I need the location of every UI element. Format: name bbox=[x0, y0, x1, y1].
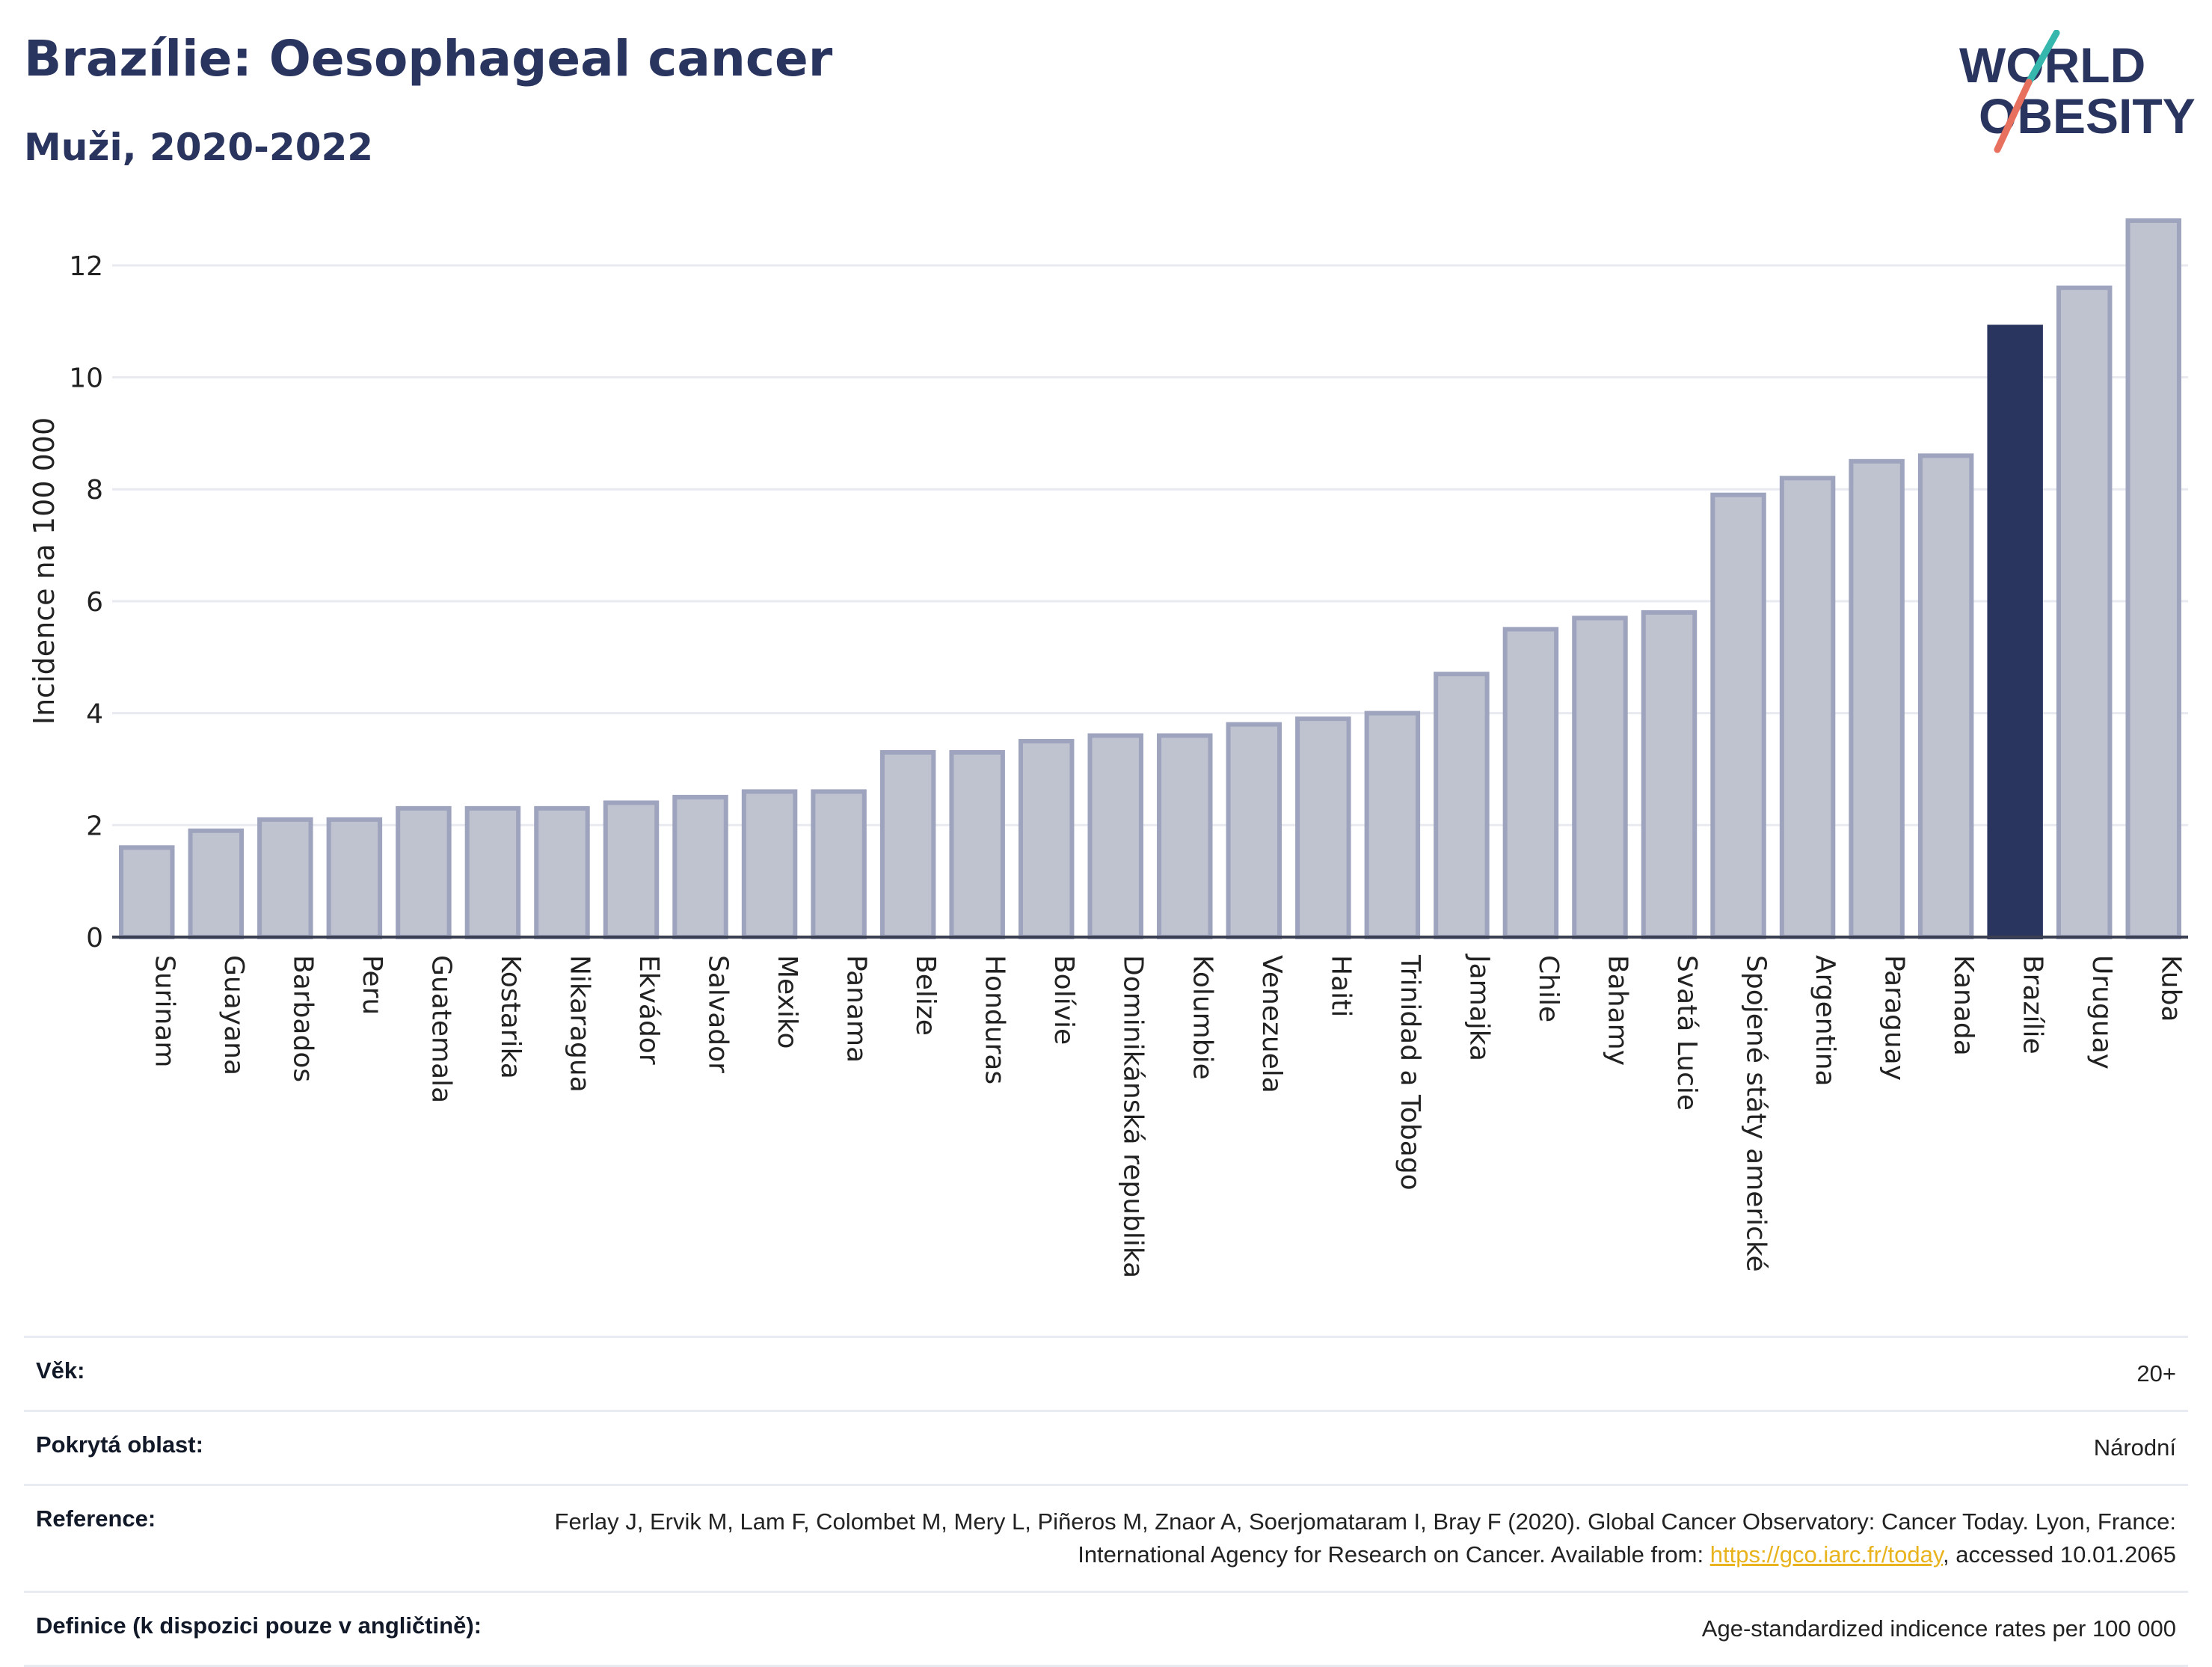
meta-value-reference: Ferlay J, Ervik M, Lam F, Colombet M, Me… bbox=[494, 1505, 2176, 1571]
x-tick-label: Bahamy bbox=[1602, 955, 1632, 1066]
bar bbox=[1434, 672, 1490, 939]
y-tick-label: 2 bbox=[86, 811, 103, 841]
bar-chart: 0 2 4 6 8 10 12 Incidence na 100 000 Surinam Guay… bbox=[28, 218, 2188, 1278]
world-obesity-logo: WORLD OBESITY bbox=[1959, 30, 2196, 153]
x-tick-label: Spojené státy americké bbox=[1741, 955, 1772, 1272]
x-tick-label: Mexiko bbox=[772, 955, 802, 1049]
bar bbox=[119, 845, 175, 939]
x-tick-label: Venezuela bbox=[1256, 955, 1287, 1093]
bar bbox=[2056, 285, 2113, 939]
page-subtitle: Muži, 2020-2022 bbox=[24, 126, 374, 169]
bar bbox=[1157, 733, 1213, 939]
bar bbox=[1364, 710, 1421, 939]
meta-row-age: Věk: 20+ bbox=[24, 1336, 2188, 1410]
bar bbox=[1502, 627, 1559, 939]
bar bbox=[1710, 492, 1766, 939]
logo-slash-coral bbox=[1994, 79, 2033, 153]
x-tick-label: Dominikánská republika bbox=[1118, 955, 1149, 1278]
bar bbox=[1917, 453, 1974, 939]
logo-slash-teal bbox=[2025, 30, 2060, 86]
bar bbox=[464, 805, 521, 940]
y-tick-label: 6 bbox=[86, 587, 103, 618]
x-tick-label: Trinidad a Tobago bbox=[1395, 954, 1425, 1191]
x-tick-label: Haiti bbox=[1325, 955, 1356, 1017]
y-tick-label: 8 bbox=[86, 475, 103, 506]
bar bbox=[534, 805, 590, 940]
x-tick-label: Surinam bbox=[149, 955, 179, 1067]
bar bbox=[1641, 610, 1698, 940]
bar bbox=[1572, 615, 1628, 940]
y-tick-label: 10 bbox=[69, 363, 103, 394]
reference-text: Ferlay J, Ervik M, Lam F, Colombet M, Me… bbox=[554, 1508, 2176, 1568]
meta-value-coverage: Národní bbox=[2093, 1434, 2176, 1461]
x-tick-label: Nikaragua bbox=[564, 955, 595, 1093]
reference-suffix: , accessed 10.01.2065 bbox=[1943, 1541, 2176, 1568]
x-tick-label: Bolívie bbox=[1048, 955, 1079, 1045]
x-tick-label: Paraguay bbox=[1879, 955, 1910, 1081]
meta-row-coverage: Pokrytá oblast: Národní bbox=[24, 1410, 2188, 1484]
x-tick-label: Kuba bbox=[2156, 955, 2187, 1022]
bar bbox=[1987, 325, 2043, 939]
metadata-table: Věk: 20+ Pokrytá oblast: Národní Referen… bbox=[24, 1336, 2188, 1667]
meta-row-definition: Definice (k dispozici pouze v angličtině… bbox=[24, 1591, 2188, 1667]
bar bbox=[257, 817, 313, 940]
x-tick-label: Brazílie bbox=[2018, 955, 2048, 1054]
bar bbox=[603, 800, 660, 940]
bar bbox=[2125, 218, 2181, 939]
x-tick-label: Argentina bbox=[1810, 955, 1840, 1087]
x-tick-label: Jamajka bbox=[1463, 954, 1494, 1061]
page-title: Brazílie: Oesophageal cancer bbox=[24, 30, 833, 88]
reference-link[interactable]: https://gco.iarc.fr/today bbox=[1709, 1541, 1944, 1568]
x-tick-label: Belize bbox=[910, 955, 941, 1036]
x-tick-label: Ekvádor bbox=[633, 955, 664, 1065]
x-tick-label: Kolumbie bbox=[1187, 955, 1217, 1080]
x-tick-label: Honduras bbox=[980, 955, 1010, 1084]
bar bbox=[396, 805, 452, 940]
y-tick-label: 4 bbox=[86, 699, 103, 730]
x-tick-label: Barbados bbox=[287, 955, 318, 1082]
bar bbox=[879, 750, 936, 939]
bar bbox=[1226, 722, 1282, 939]
bar bbox=[1849, 458, 1905, 939]
x-tick-label: Guayana bbox=[218, 955, 249, 1075]
x-tick-label: Chile bbox=[1533, 955, 1564, 1022]
bar bbox=[1018, 739, 1075, 939]
x-tick-label: Salvador bbox=[703, 955, 734, 1073]
x-tick-label: Panama bbox=[841, 955, 872, 1063]
bar bbox=[1087, 733, 1143, 939]
bar bbox=[949, 750, 1005, 939]
bar bbox=[1779, 476, 1836, 939]
bar bbox=[326, 817, 383, 940]
x-tick-label: Peru bbox=[357, 955, 387, 1015]
y-tick-label: 0 bbox=[86, 923, 103, 954]
meta-label-reference: Reference: bbox=[36, 1505, 156, 1532]
x-tick-label: Uruguay bbox=[2086, 955, 2117, 1069]
meta-label-definition: Definice (k dispozici pouze v angličtině… bbox=[36, 1612, 482, 1639]
bar bbox=[672, 794, 728, 940]
y-axis-title: Incidence na 100 000 bbox=[28, 417, 61, 725]
bar bbox=[1295, 716, 1351, 939]
bar bbox=[188, 828, 245, 940]
x-tick-label: Kostarika bbox=[495, 955, 526, 1079]
x-tick-label: Svatá Lucie bbox=[1671, 955, 1702, 1111]
x-tick-label: Kanada bbox=[1948, 955, 1979, 1056]
meta-value-age: 20+ bbox=[2136, 1360, 2176, 1387]
meta-label-age: Věk: bbox=[36, 1357, 85, 1384]
bar bbox=[811, 789, 867, 940]
x-tick-label: Guatemala bbox=[425, 955, 456, 1103]
meta-value-definition: Age-standardized indicence rates per 100… bbox=[1701, 1615, 2176, 1642]
bar bbox=[741, 789, 798, 940]
meta-label-coverage: Pokrytá oblast: bbox=[36, 1431, 203, 1458]
y-tick-label: 12 bbox=[69, 251, 103, 282]
meta-row-reference: Reference: Ferlay J, Ervik M, Lam F, Col… bbox=[24, 1484, 2188, 1591]
